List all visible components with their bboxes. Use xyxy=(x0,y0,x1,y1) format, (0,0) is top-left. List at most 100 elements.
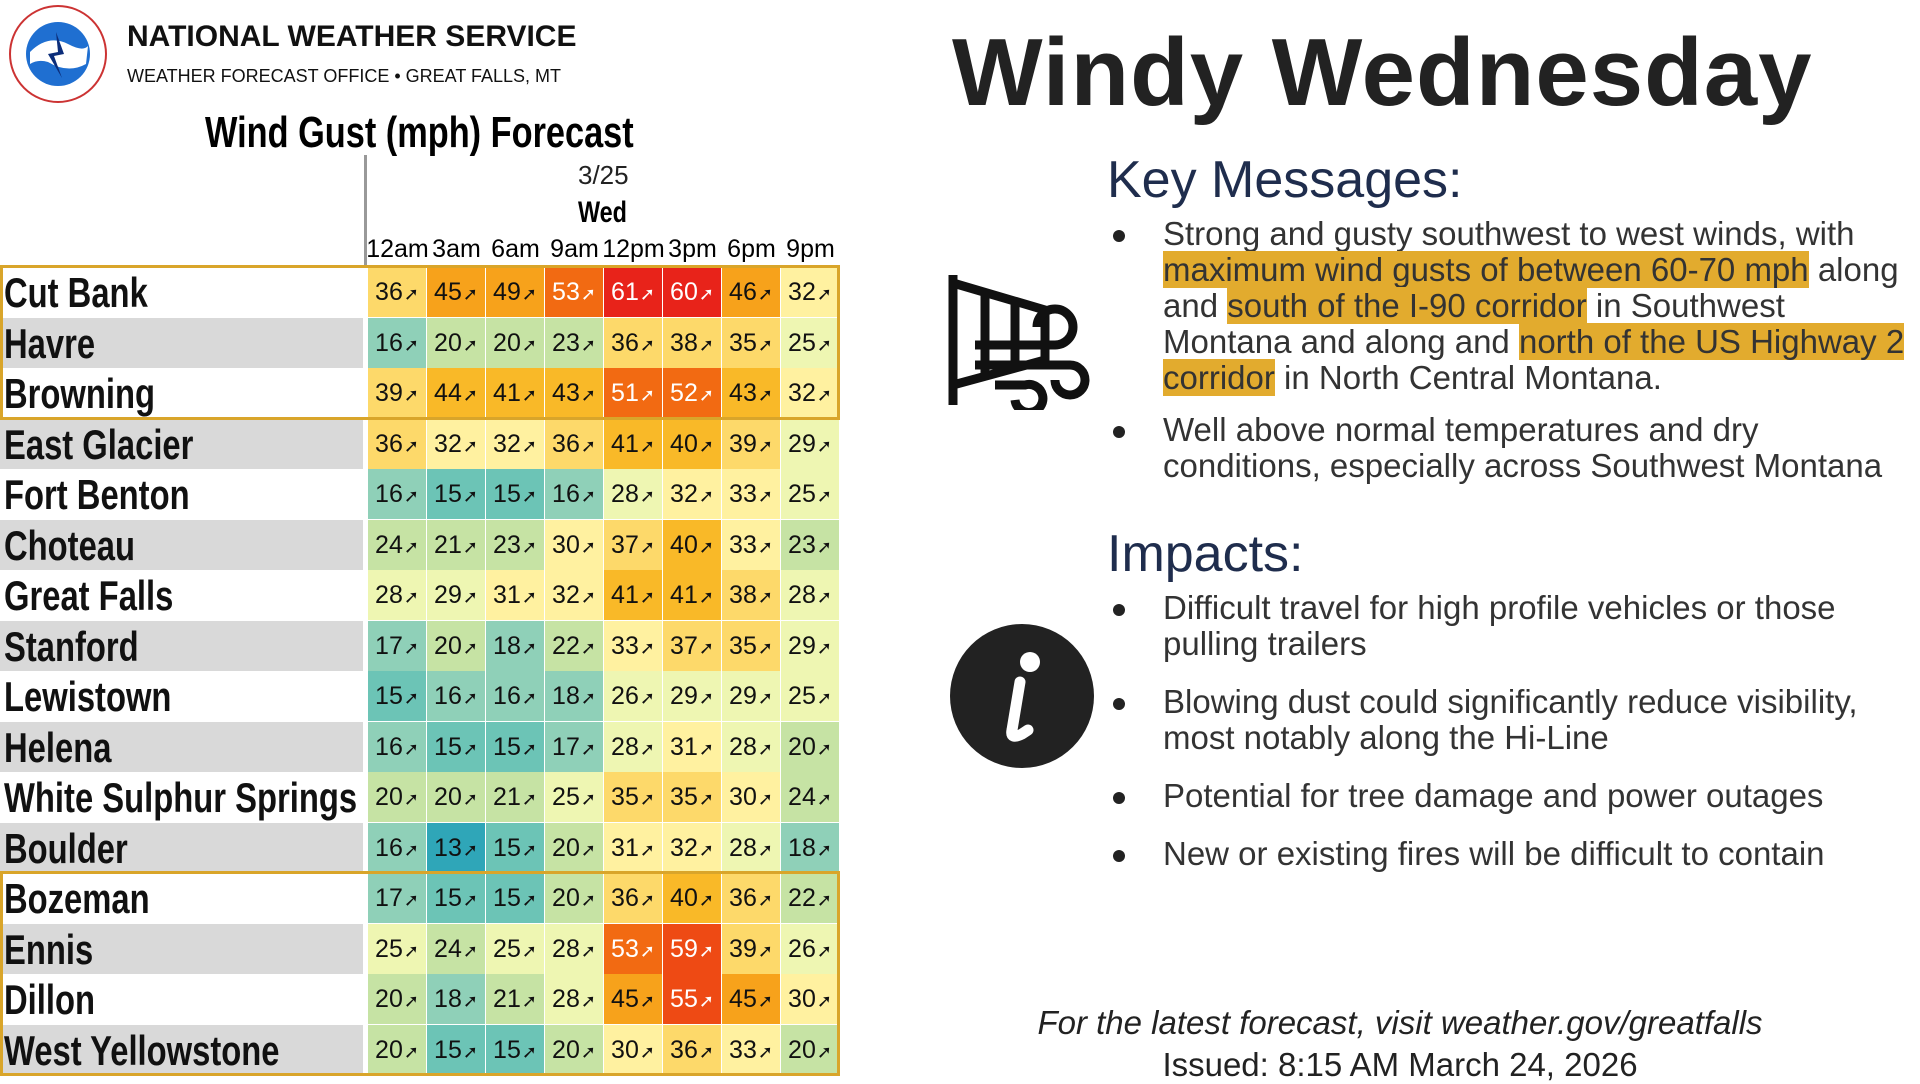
row-name-text: Dillon xyxy=(4,976,95,1023)
gust-cell: 24➚ xyxy=(781,772,840,822)
gust-value: 20 xyxy=(434,783,462,811)
wind-arrow: ➚ xyxy=(580,435,596,456)
gust-value: 15 xyxy=(375,682,403,710)
gust-cell: 61➚ xyxy=(604,267,663,317)
wind-arrow: ➚ xyxy=(757,1041,773,1062)
gust-value: 30 xyxy=(788,985,816,1013)
gust-value: 45 xyxy=(434,278,462,306)
gust-cell: 51➚ xyxy=(604,368,663,418)
gust-cell: 36➚ xyxy=(722,873,781,923)
gust-cell: 43➚ xyxy=(545,368,604,418)
wind-arrow: ➚ xyxy=(580,839,596,860)
gust-cell: 25➚ xyxy=(368,923,427,974)
gust-value: 20 xyxy=(788,732,816,761)
row-name: White Sulphur Springs xyxy=(0,772,363,822)
wind-arrow: ➚ xyxy=(816,688,832,708)
gust-cell: 52➚ xyxy=(663,368,722,418)
row-name: Bozeman xyxy=(0,873,363,923)
wind-arrow: ➚ xyxy=(462,688,478,708)
gust-value: 37 xyxy=(670,631,698,660)
gust-cell: 44➚ xyxy=(427,368,486,418)
gust-value: 28 xyxy=(788,581,816,609)
gust-cell: 41➚ xyxy=(604,418,663,469)
gust-cell: 41➚ xyxy=(663,570,722,620)
gust-value: 26 xyxy=(788,934,816,963)
gust-cell: 36➚ xyxy=(545,418,604,469)
gust-cell: 37➚ xyxy=(604,519,663,570)
wind-arrow: ➚ xyxy=(580,637,596,658)
impact: New or existing fires will be difficult … xyxy=(1113,836,1907,872)
gust-value: 18 xyxy=(788,833,816,862)
gust-value: 23 xyxy=(552,328,580,357)
wind-arrow: ➚ xyxy=(580,385,596,405)
wind-arrow: ➚ xyxy=(816,486,832,506)
wind-arrow: ➚ xyxy=(639,688,655,708)
gust-value: 45 xyxy=(611,985,639,1013)
gust-value: 33 xyxy=(729,480,757,508)
gust-value: 29 xyxy=(788,631,816,660)
gust-value: 43 xyxy=(729,379,757,407)
gust-value: 28 xyxy=(729,833,757,862)
gust-value: 20 xyxy=(375,985,403,1013)
gust-value: 30 xyxy=(552,530,580,559)
wind-arrow: ➚ xyxy=(639,890,655,910)
row-name: Havre xyxy=(0,317,363,368)
gust-value: 25 xyxy=(493,934,521,963)
wind-arrow: ➚ xyxy=(698,637,714,658)
gust-value: 25 xyxy=(788,682,816,710)
gust-value: 44 xyxy=(434,379,462,407)
gust-value: 53 xyxy=(611,934,639,963)
gust-value: 39 xyxy=(729,429,757,458)
wind-arrow: ➚ xyxy=(816,587,832,607)
gust-cell: 43➚ xyxy=(722,368,781,418)
gust-cell: 20➚ xyxy=(368,1024,427,1075)
wind-arrow: ➚ xyxy=(403,284,419,304)
gust-cell: 17➚ xyxy=(368,873,427,923)
wind-arrow: ➚ xyxy=(462,536,478,557)
gust-value: 51 xyxy=(611,379,639,407)
gust-value: 15 xyxy=(434,480,462,508)
gust-value: 35 xyxy=(611,783,639,811)
day-text: Wed xyxy=(578,196,627,229)
gust-value: 41 xyxy=(611,429,639,458)
gust-cell: 16➚ xyxy=(368,822,427,873)
gust-cell: 37➚ xyxy=(663,620,722,671)
impact: Difficult travel for high profile vehicl… xyxy=(1113,590,1907,662)
gust-value: 28 xyxy=(552,934,580,963)
row-name-text: Bozeman xyxy=(4,875,150,922)
message-text: along and xyxy=(1163,251,1899,324)
gust-value: 35 xyxy=(729,631,757,660)
wind-arrow: ➚ xyxy=(462,1041,478,1062)
gust-cell: 29➚ xyxy=(663,671,722,721)
wind-arrow: ➚ xyxy=(698,991,714,1011)
wind-arrow: ➚ xyxy=(816,940,832,961)
row-name: East Glacier xyxy=(0,418,363,469)
gust-value: 13 xyxy=(434,833,462,862)
hour-label: 6pm xyxy=(727,235,776,263)
gust-cell: 40➚ xyxy=(663,873,722,923)
gust-cell: 40➚ xyxy=(663,418,722,469)
gust-value: 61 xyxy=(611,278,639,306)
gust-value: 59 xyxy=(670,934,698,963)
gust-value: 28 xyxy=(375,581,403,609)
row-name-text: Fort Benton xyxy=(4,471,190,518)
wind-arrow: ➚ xyxy=(698,940,714,961)
gust-value: 28 xyxy=(611,732,639,761)
wind-arrow: ➚ xyxy=(816,284,832,304)
wind-arrow: ➚ xyxy=(462,789,478,809)
gust-cell: 36➚ xyxy=(663,1024,722,1075)
wind-arrow: ➚ xyxy=(521,587,537,607)
gust-value: 41 xyxy=(611,581,639,609)
gust-value: 39 xyxy=(375,379,403,407)
gust-cell: 41➚ xyxy=(486,368,545,418)
table-title: Wind Gust (mph) Forecast xyxy=(205,108,755,158)
gust-cell: 32➚ xyxy=(545,570,604,620)
gust-cell: 28➚ xyxy=(545,974,604,1024)
gust-value: 23 xyxy=(493,530,521,559)
hour-label: 6am xyxy=(491,235,540,263)
gust-cell: 20➚ xyxy=(427,620,486,671)
gust-cell: 28➚ xyxy=(781,570,840,620)
main-title: Windy Wednesday xyxy=(952,19,1813,126)
gust-cell: 16➚ xyxy=(368,317,427,368)
wind-arrow: ➚ xyxy=(757,890,773,910)
